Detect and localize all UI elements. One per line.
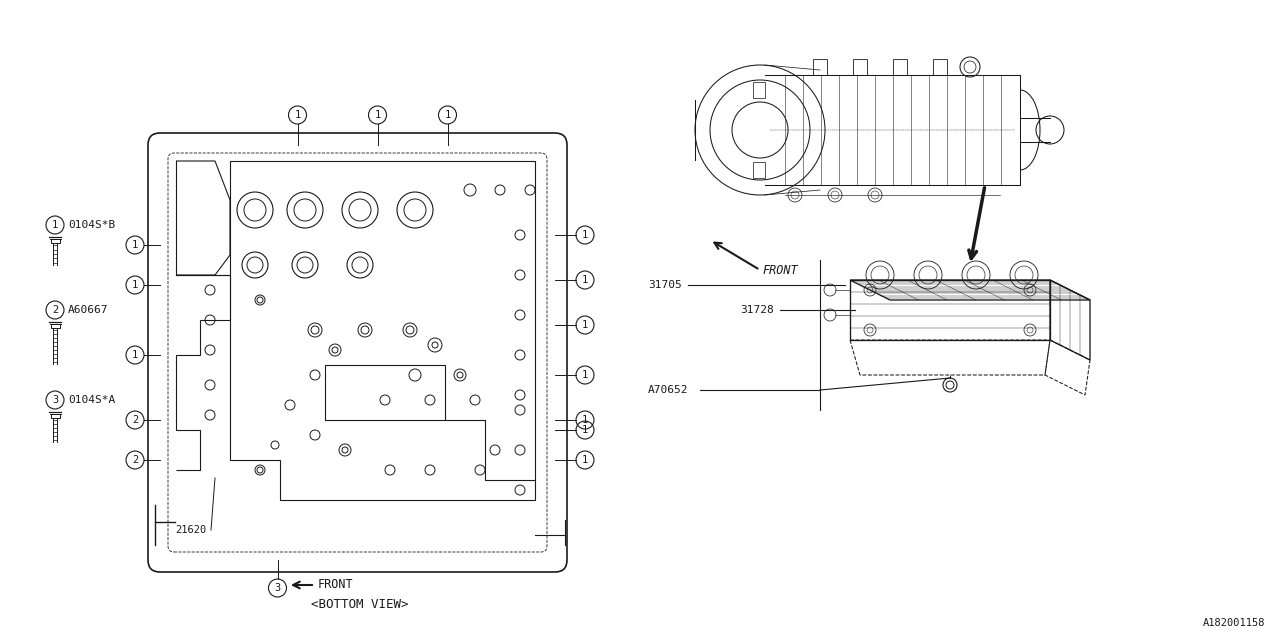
Bar <box>50 324 59 328</box>
Bar <box>50 414 59 418</box>
Text: 3: 3 <box>274 583 280 593</box>
Text: A70652: A70652 <box>648 385 689 395</box>
Text: 31728: 31728 <box>740 305 773 315</box>
Text: 1: 1 <box>132 280 138 290</box>
Text: 1: 1 <box>52 220 58 230</box>
Bar <box>933 59 947 75</box>
Text: 31705: 31705 <box>648 280 682 290</box>
Bar <box>813 59 827 75</box>
Bar <box>753 162 765 178</box>
Text: FRONT: FRONT <box>317 579 353 591</box>
Bar <box>753 82 765 98</box>
Bar <box>852 59 867 75</box>
Text: 1: 1 <box>294 110 301 120</box>
Bar <box>893 59 908 75</box>
Text: 1: 1 <box>374 110 380 120</box>
Text: 2: 2 <box>132 455 138 465</box>
Text: 1: 1 <box>582 370 588 380</box>
Text: 21620: 21620 <box>175 525 206 535</box>
Text: A60667: A60667 <box>68 305 109 315</box>
Text: A182001158: A182001158 <box>1202 618 1265 628</box>
Text: 1: 1 <box>582 275 588 285</box>
Text: 1: 1 <box>444 110 451 120</box>
Text: 1: 1 <box>132 350 138 360</box>
Text: 0104S*B: 0104S*B <box>68 220 115 230</box>
Text: 2: 2 <box>132 415 138 425</box>
Text: 3: 3 <box>52 395 58 405</box>
Text: 2: 2 <box>52 305 58 315</box>
Bar <box>50 239 59 243</box>
Text: FRONT: FRONT <box>762 264 797 276</box>
Text: 1: 1 <box>582 230 588 240</box>
Text: 1: 1 <box>582 320 588 330</box>
Text: 1: 1 <box>582 415 588 425</box>
Text: <BOTTOM VIEW>: <BOTTOM VIEW> <box>311 598 408 611</box>
Bar <box>325 365 445 420</box>
Text: 1: 1 <box>582 425 588 435</box>
Text: 0104S*A: 0104S*A <box>68 395 115 405</box>
Text: 1: 1 <box>132 240 138 250</box>
Text: 1: 1 <box>582 455 588 465</box>
